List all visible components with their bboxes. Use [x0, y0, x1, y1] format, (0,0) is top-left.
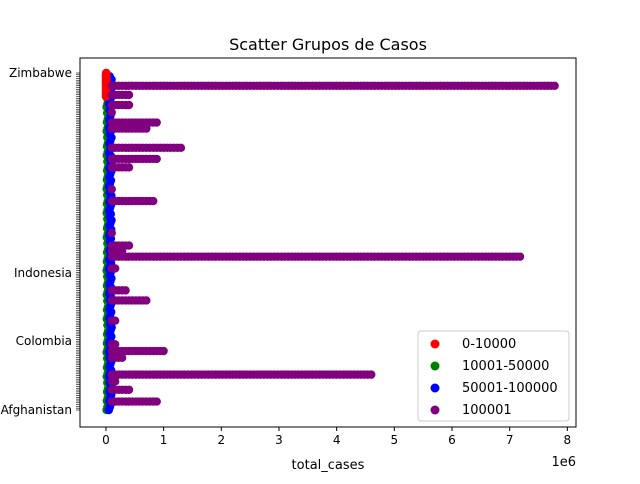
scatter-point-100001	[152, 397, 161, 406]
scatter-point-100001	[515, 252, 525, 261]
legend-box	[417, 330, 570, 422]
x-tick-label: 7	[506, 433, 514, 447]
x-tick-label: 2	[217, 433, 225, 447]
x-axis-offset-label: 1e6	[551, 455, 576, 470]
scatter-point-100001	[110, 264, 120, 273]
y-axis-ticks: Zimbabwe Indonesia Colombia Afghanistan	[1, 66, 80, 417]
x-tick-label: 1	[160, 433, 168, 447]
y-tick-label: Afghanistan	[1, 403, 72, 417]
scatter-point-100001	[142, 296, 151, 305]
scatter-point-100001	[149, 196, 158, 206]
scatter-point-100001	[124, 100, 134, 110]
chart-legend: 0-10000 10001-50000 50001-100000 100001	[417, 330, 570, 422]
scatter-point-100001	[124, 241, 134, 250]
scatter-point-100001	[367, 370, 376, 379]
scatter-point-100001	[159, 346, 168, 356]
scatter-point-100001	[124, 163, 134, 172]
x-tick-label: 3	[275, 433, 283, 447]
scatter-point-100001	[124, 385, 134, 394]
scatter-point-100001	[550, 81, 559, 91]
scatter-point-100001	[117, 353, 127, 362]
x-tick-label: 5	[391, 433, 399, 447]
scatter-point-100001	[107, 228, 116, 238]
scatter-point-100001	[107, 185, 116, 194]
scatter-point-100001	[142, 124, 151, 133]
scatter-point-0-10000	[101, 68, 111, 78]
chart-title: Scatter Grupos de Casos	[229, 35, 427, 54]
x-tick-label: 4	[333, 433, 341, 447]
legend-marker	[430, 405, 440, 415]
x-tick-label: 0	[102, 433, 110, 447]
x-tick-label: 8	[564, 433, 572, 447]
plot-area	[101, 68, 559, 415]
scatter-point-100001	[121, 286, 130, 295]
x-axis-ticks: 0 1 2 3 4 5 6 7 8	[102, 427, 571, 447]
legend-label: 10001-50000	[462, 359, 549, 374]
scatter-point-100001	[152, 118, 161, 127]
legend-marker	[430, 339, 440, 349]
legend-label: 50001-100000	[462, 381, 558, 396]
legend-marker	[430, 361, 440, 371]
scatter-point-100001	[110, 340, 120, 349]
scatter-point-100001	[107, 108, 116, 117]
x-axis-label: total_cases	[292, 458, 365, 473]
x-tick-label: 6	[448, 433, 456, 447]
axes-frame	[79, 57, 577, 428]
scatter-point-100001	[124, 90, 134, 100]
legend-label: 100001	[462, 403, 512, 418]
y-tick-label: Colombia	[16, 334, 72, 348]
scatter-point-100001	[110, 377, 120, 386]
legend-label: 0-10000	[462, 337, 516, 352]
y-tick-label: Zimbabwe	[9, 66, 72, 80]
legend-marker	[430, 383, 440, 393]
scatter-point-100001	[176, 143, 186, 153]
y-tick-label: Indonesia	[14, 266, 72, 280]
scatter-point-100001	[152, 154, 161, 164]
scatter-point-100001	[110, 316, 120, 325]
